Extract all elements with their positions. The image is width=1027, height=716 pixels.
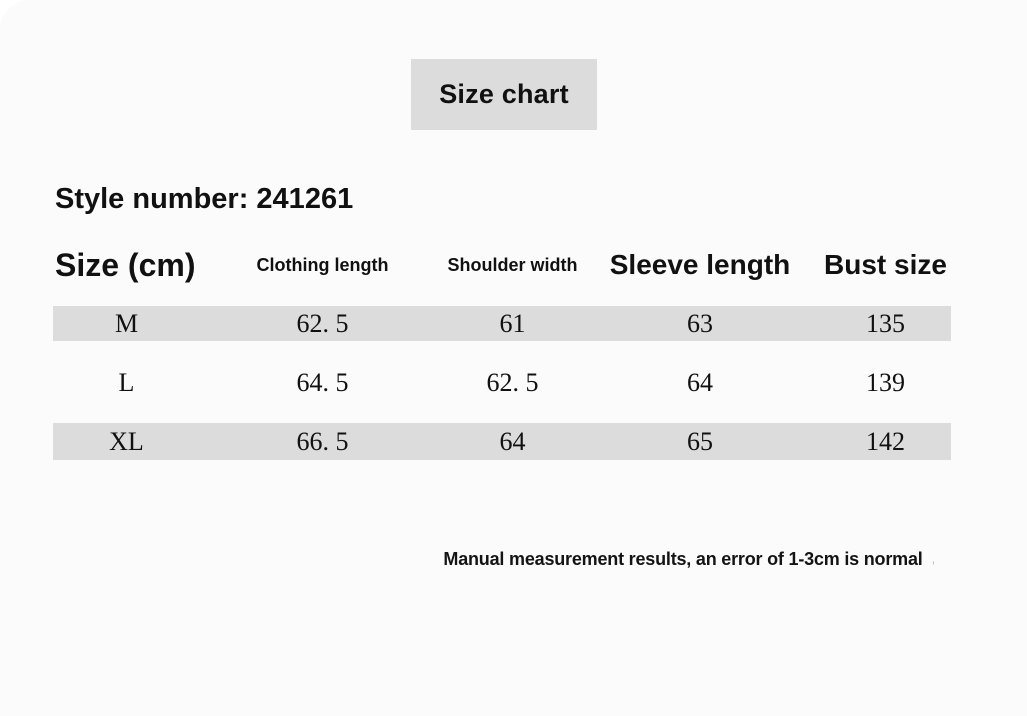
style-number-heading: Style number: 241261	[55, 183, 354, 215]
column-header-bust-size: Bust size	[824, 249, 947, 280]
table-row-m: M 62. 5 61 63 135	[53, 306, 951, 341]
column-header-shoulder-width: Shoulder width	[447, 254, 578, 275]
cell-bust-size: 135	[866, 308, 905, 338]
table-row-l: L 64. 5 62. 5 64 139	[53, 364, 951, 402]
size-chart-title-badge: Size chart	[411, 59, 597, 130]
cell-sleeve-length: 63	[687, 308, 713, 338]
cell-bust-size: 139	[866, 368, 905, 397]
table-row-xl: XL 66. 5 64 65 142	[53, 423, 951, 460]
cell-sleeve-length: 64	[687, 368, 713, 397]
cell-clothing-length: 66. 5	[296, 426, 349, 456]
cell-clothing-length: 62. 5	[296, 308, 349, 338]
cell-clothing-length: 64. 5	[296, 368, 349, 397]
cell-size: M	[114, 308, 139, 338]
column-header-clothing-length: Clothing length	[256, 254, 389, 275]
cell-shoulder-width: 61	[499, 308, 526, 338]
column-header-sleeve-length: Sleeve length	[609, 249, 791, 280]
measurement-note: Manual measurement results, an error of …	[443, 547, 935, 571]
cell-size: XL	[109, 426, 144, 456]
cell-bust-size: 142	[866, 426, 905, 456]
table-header-row: Size (cm) Clothing length Shoulder width…	[53, 240, 951, 290]
note-trailing-mark: ,	[931, 551, 936, 566]
column-header-size: Size (cm)	[55, 246, 196, 283]
cell-shoulder-width: 64	[499, 426, 526, 456]
cell-shoulder-width: 62. 5	[486, 368, 539, 397]
cell-size: L	[118, 368, 135, 397]
measurement-note-text: Manual measurement results, an error of …	[443, 549, 923, 569]
cell-sleeve-length: 65	[687, 426, 713, 456]
